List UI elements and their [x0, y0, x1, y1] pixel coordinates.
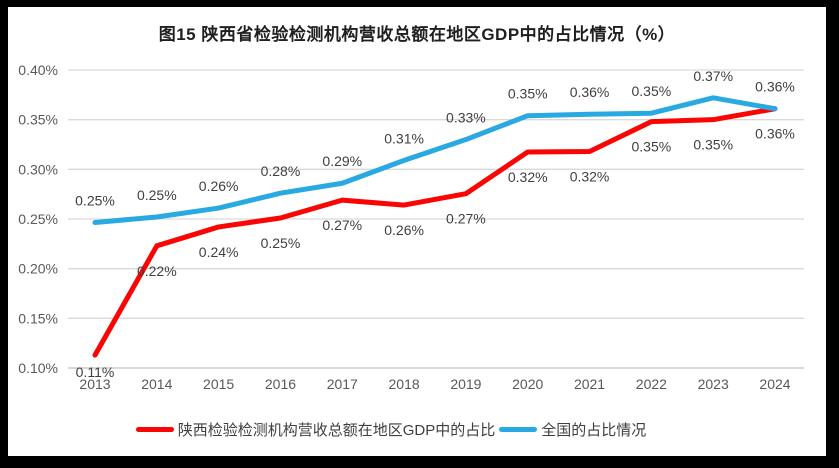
data-labels-national: 0.25% 0.25% 0.26% 0.28% 0.29% 0.31% 0.33% 0.35%… [75, 68, 795, 209]
data-label: 0.27% [322, 217, 362, 233]
data-label: 0.35% [632, 83, 672, 99]
data-label: 0.24% [199, 244, 239, 260]
legend-line-swatch-blue [499, 427, 538, 432]
data-label: 0.27% [446, 211, 486, 227]
chart-legend: 陕西检验检测机构营收总额在地区GDP中的占比 全国的占比情况 [0, 419, 800, 440]
x-tick-label: 2016 [265, 376, 296, 392]
data-label: 0.26% [384, 222, 424, 238]
data-label: 0.22% [137, 263, 177, 279]
x-tick-label: 2018 [389, 376, 420, 392]
x-tick-label: 2023 [698, 376, 729, 392]
y-tick-label: 0.25% [18, 211, 58, 227]
gridlines [68, 69, 804, 369]
x-tick-label: 2013 [79, 376, 110, 392]
y-tick-label: 0.10% [18, 360, 58, 376]
legend-label-shaanxi: 陕西检验检测机构营收总额在地区GDP中的占比 [177, 422, 496, 439]
x-tick-label: 2014 [141, 376, 172, 392]
series-line-shaanxi [92, 106, 778, 358]
x-axis-tick-labels: 2013 2014 2015 2016 2017 2018 2019 2020 2021 2022… [79, 376, 790, 392]
data-label: 0.29% [322, 153, 362, 169]
data-label: 0.28% [261, 163, 301, 179]
data-label: 0.35% [508, 86, 548, 102]
line-chart-svg: 0.10%0.15%0.20%0.25%0.30%0.35%0.40%2013 2… [18, 62, 804, 392]
legend-label-national: 全国的占比情况 [541, 422, 647, 439]
x-tick-label: 2017 [327, 376, 358, 392]
x-tick-label: 2015 [203, 376, 234, 392]
legend-item-shaanxi: 陕西检验检测机构营收总额在地区GDP中的占比 [135, 419, 496, 440]
data-labels-shaanxi: 0.11% 0.22% 0.24% 0.25% 0.27% 0.26% 0.27% 0.32%… [76, 126, 795, 380]
x-tick-label: 2021 [574, 376, 605, 392]
series-line-national [92, 95, 778, 225]
data-label: 0.11% [76, 364, 115, 380]
data-label: 0.36% [570, 84, 610, 100]
data-label: 0.37% [693, 68, 733, 84]
y-axis-tick-labels: 0.10% 0.15% 0.20% 0.25% 0.30% 0.35% 0.40% [18, 62, 58, 376]
data-label: 0.32% [508, 169, 548, 185]
data-label: 0.32% [570, 168, 610, 184]
data-label: 0.26% [199, 178, 239, 194]
y-tick-label: 0.20% [18, 261, 58, 277]
y-tick-label: 0.40% [18, 62, 58, 78]
data-label: 0.36% [755, 79, 795, 95]
chart-page: 图15 陕西省检验检测机构营收总额在地区GDP中的占比情况（%） 0.10% 0.… [8, 7, 826, 456]
data-label: 0.35% [632, 139, 672, 155]
data-label: 0.35% [693, 137, 733, 153]
y-tick-label: 0.35% [18, 112, 58, 128]
x-tick-label: 2019 [450, 376, 481, 392]
chart-title: 图15 陕西省检验检测机构营收总额在地区GDP中的占比情况（%） [158, 25, 676, 44]
x-tick-label: 2024 [759, 376, 790, 392]
y-tick-label: 0.15% [18, 310, 58, 326]
data-label: 0.36% [755, 126, 795, 142]
data-label: 0.31% [384, 130, 424, 146]
data-label: 0.25% [137, 187, 177, 203]
legend-line-swatch-red [135, 427, 174, 432]
x-tick-label: 2022 [636, 376, 667, 392]
data-label: 0.25% [261, 235, 301, 251]
x-tick-label: 2020 [512, 376, 543, 392]
data-label: 0.25% [75, 192, 115, 208]
legend-item-national: 全国的占比情况 [499, 419, 646, 440]
data-label: 0.33% [446, 110, 486, 126]
y-tick-label: 0.30% [18, 161, 58, 177]
